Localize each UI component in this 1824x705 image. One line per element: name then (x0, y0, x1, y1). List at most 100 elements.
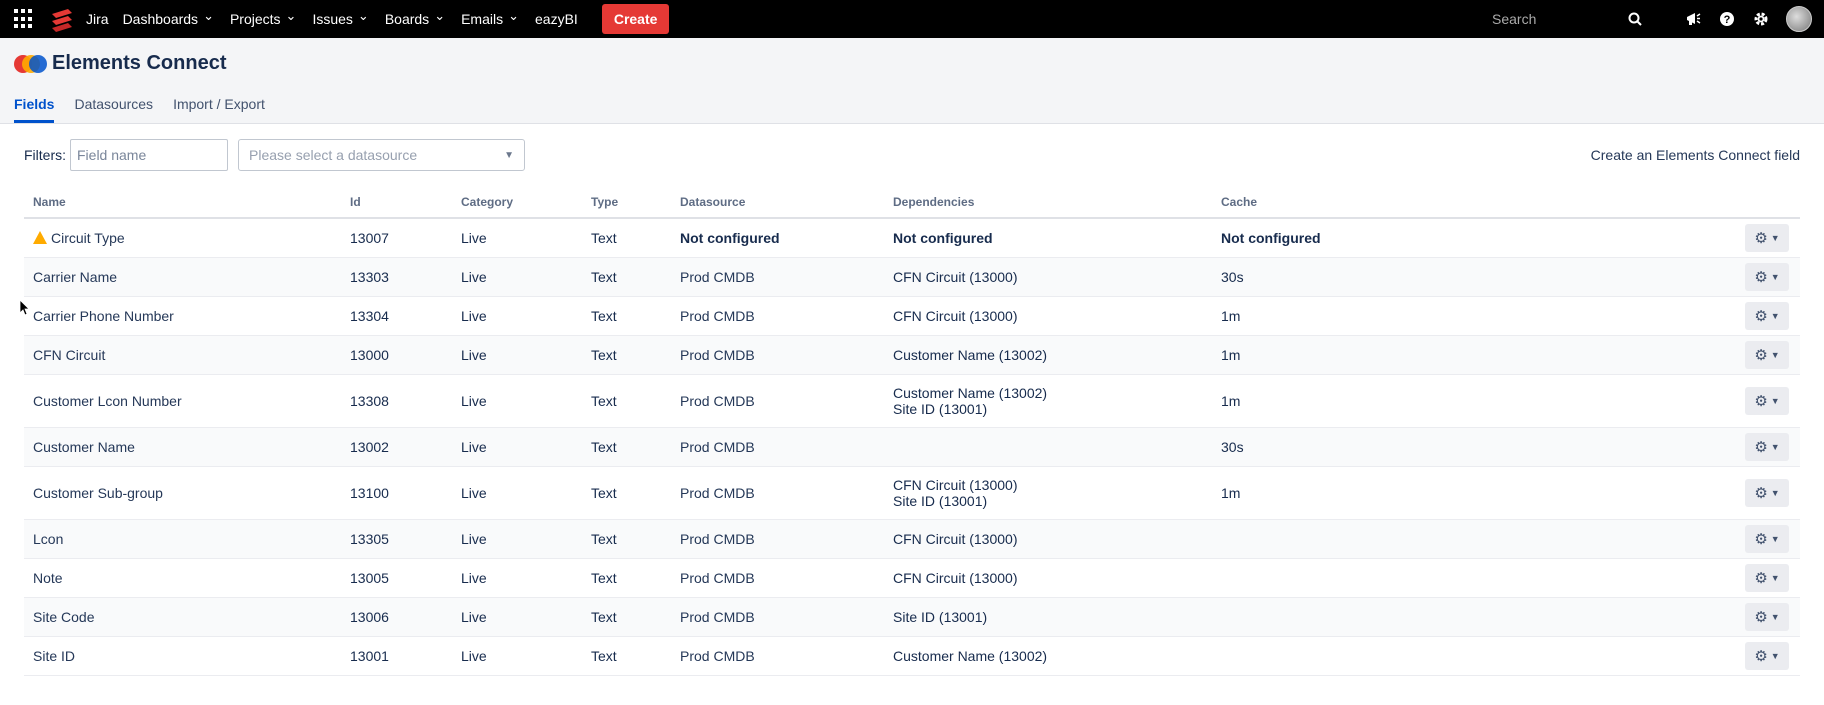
row-actions-button[interactable]: ⚙ ▼ (1745, 223, 1789, 252)
dependency-item: CFN Circuit (13000) (893, 307, 1018, 324)
field-name-link[interactable]: Customer Lcon Number (33, 392, 182, 409)
nav-item-label: eazyBI (535, 11, 578, 27)
table-row: Customer Sub-group 13100 Live Text Prod CMDB… (24, 466, 1800, 520)
datasource-link[interactable]: Prod CMDB (680, 569, 755, 586)
chevron-down-icon: ▼ (1770, 650, 1780, 661)
datasource-link[interactable]: Prod CMDB (680, 346, 755, 363)
field-name-link[interactable]: Carrier Phone Number (33, 307, 174, 324)
nav-item-issues[interactable]: Issues ⌄ (312, 8, 369, 27)
dependency-item: Customer Name (13002) (893, 384, 1048, 401)
apps-icon[interactable] (14, 9, 34, 29)
tab-fields[interactable]: Fields (14, 96, 55, 123)
jira-logo-icon[interactable] (48, 5, 76, 33)
dependency-item: CFN Circuit (13000) (893, 530, 1018, 547)
search-icon[interactable] (1628, 12, 1642, 26)
gear-icon[interactable] (1750, 8, 1772, 30)
field-name-link[interactable]: Circuit Type (51, 229, 125, 246)
nav-item-dashboards[interactable]: Dashboards ⌄ (122, 8, 214, 27)
search-input[interactable]: Search (1492, 11, 1642, 27)
chevron-down-icon: ▼ (1770, 572, 1780, 583)
field-name-link[interactable]: Note (33, 569, 63, 586)
field-type: Text (591, 438, 617, 455)
datasource-link[interactable]: Prod CMDB (680, 438, 755, 455)
field-name-link[interactable]: Lcon (33, 530, 64, 547)
row-actions-button[interactable]: ⚙ ▼ (1745, 432, 1789, 461)
dependency-item: Customer Name (13002) (893, 647, 1048, 664)
datasource-link[interactable]: Prod CMDB (680, 392, 755, 409)
nav-item-label: Dashboards (122, 11, 199, 27)
field-name-link[interactable]: CFN Circuit (33, 346, 106, 363)
nav-item-boards[interactable]: Boards ⌄ (384, 8, 446, 27)
field-type: Text (591, 268, 617, 285)
chevron-down-icon: ⌄ (357, 8, 369, 23)
filters-bar: Filters: Field name Please select a data… (0, 124, 1824, 186)
gear-icon: ⚙ (1754, 569, 1768, 587)
column-header-category: Category (452, 186, 582, 219)
dependency-item: Customer Name (13002) (893, 346, 1048, 363)
gear-icon: ⚙ (1754, 268, 1768, 286)
row-actions-button[interactable]: ⚙ ▼ (1745, 641, 1789, 670)
nav-item-emails[interactable]: Emails ⌄ (461, 8, 519, 27)
datasource-link[interactable]: Prod CMDB (680, 307, 755, 324)
row-actions-button[interactable]: ⚙ ▼ (1745, 524, 1789, 553)
page-header: Elements Connect Fields Datasources Import… (0, 38, 1824, 124)
filters-label: Filters: (24, 147, 66, 163)
nav-item-label: Emails (461, 11, 504, 27)
avatar[interactable] (1786, 6, 1812, 32)
field-category: Live (461, 268, 487, 285)
chevron-down-icon: ⌄ (285, 8, 297, 23)
chevron-down-icon: ⌄ (434, 8, 446, 23)
megaphone-icon[interactable] (1682, 8, 1704, 30)
table-row: Circuit Type 13007 Live Text Not configured N… (24, 218, 1800, 258)
field-name-link[interactable]: Customer Sub-group (33, 484, 163, 501)
datasource-link[interactable]: Prod CMDB (680, 268, 755, 285)
field-type: Text (591, 484, 617, 501)
field-category: Live (461, 307, 487, 324)
row-actions-button[interactable]: ⚙ ▼ (1745, 340, 1789, 369)
datasource-link[interactable]: Prod CMDB (680, 647, 755, 664)
field-category: Live (461, 438, 487, 455)
datasource-link[interactable]: Prod CMDB (680, 484, 755, 501)
gear-icon: ⚙ (1754, 647, 1768, 665)
create-field-link[interactable]: Create an Elements Connect field (1590, 147, 1800, 163)
datasource-link[interactable]: Prod CMDB (680, 608, 755, 625)
field-category: Live (461, 647, 487, 664)
nav-item-eazybi[interactable]: eazyBI (535, 11, 578, 27)
row-actions-button[interactable]: ⚙ ▼ (1745, 563, 1789, 592)
tab-import-export[interactable]: Import / Export (173, 96, 265, 112)
column-header-datasource: Datasource (671, 186, 884, 219)
field-type: Text (591, 392, 617, 409)
field-name-link[interactable]: Site ID (33, 647, 76, 664)
row-actions-button[interactable]: ⚙ ▼ (1745, 602, 1789, 631)
create-button[interactable]: Create (601, 4, 670, 34)
row-actions-button[interactable]: ⚙ ▼ (1745, 478, 1789, 507)
row-actions-button[interactable]: ⚙ ▼ (1745, 262, 1789, 291)
row-actions-button[interactable]: ⚙ ▼ (1745, 386, 1789, 415)
field-name-link[interactable]: Customer Name (33, 438, 135, 455)
field-name-link[interactable]: Carrier Name (33, 268, 118, 285)
elements-connect-logo-icon (14, 53, 47, 75)
field-id: 13303 (350, 268, 389, 285)
table-row: Customer Lcon Number 13308 Live Text Prod CM… (24, 374, 1800, 428)
field-id: 13000 (350, 346, 389, 363)
gear-icon: ⚙ (1754, 307, 1768, 325)
field-name-link[interactable]: Site Code (33, 608, 95, 625)
row-actions-button[interactable]: ⚙ ▼ (1745, 301, 1789, 330)
column-header-cache: Cache (1212, 186, 1496, 219)
chevron-down-icon: ▼ (1770, 533, 1780, 544)
nav-item-projects[interactable]: Projects ⌄ (230, 8, 297, 27)
dependency-item: Site ID (13001) (893, 400, 988, 417)
gear-icon: ⚙ (1754, 438, 1768, 456)
table-row: Customer Name 13002 Live Text Prod CMDB 30s ⚙ ▼ (24, 427, 1800, 467)
help-icon[interactable]: ? (1716, 8, 1738, 30)
field-category: Live (461, 392, 487, 409)
datasource-select[interactable]: Please select a datasource ▼ (238, 139, 525, 171)
tab-datasources[interactable]: Datasources (74, 96, 154, 112)
chevron-down-icon: ▼ (1770, 310, 1780, 321)
product-name[interactable]: Jira (86, 11, 109, 27)
datasource-link[interactable]: Prod CMDB (680, 530, 755, 547)
mouse-cursor-icon (20, 300, 30, 316)
field-name-input[interactable]: Field name (70, 139, 228, 171)
chevron-down-icon: ▼ (1770, 232, 1780, 243)
nav-item-label: Boards (384, 11, 430, 27)
